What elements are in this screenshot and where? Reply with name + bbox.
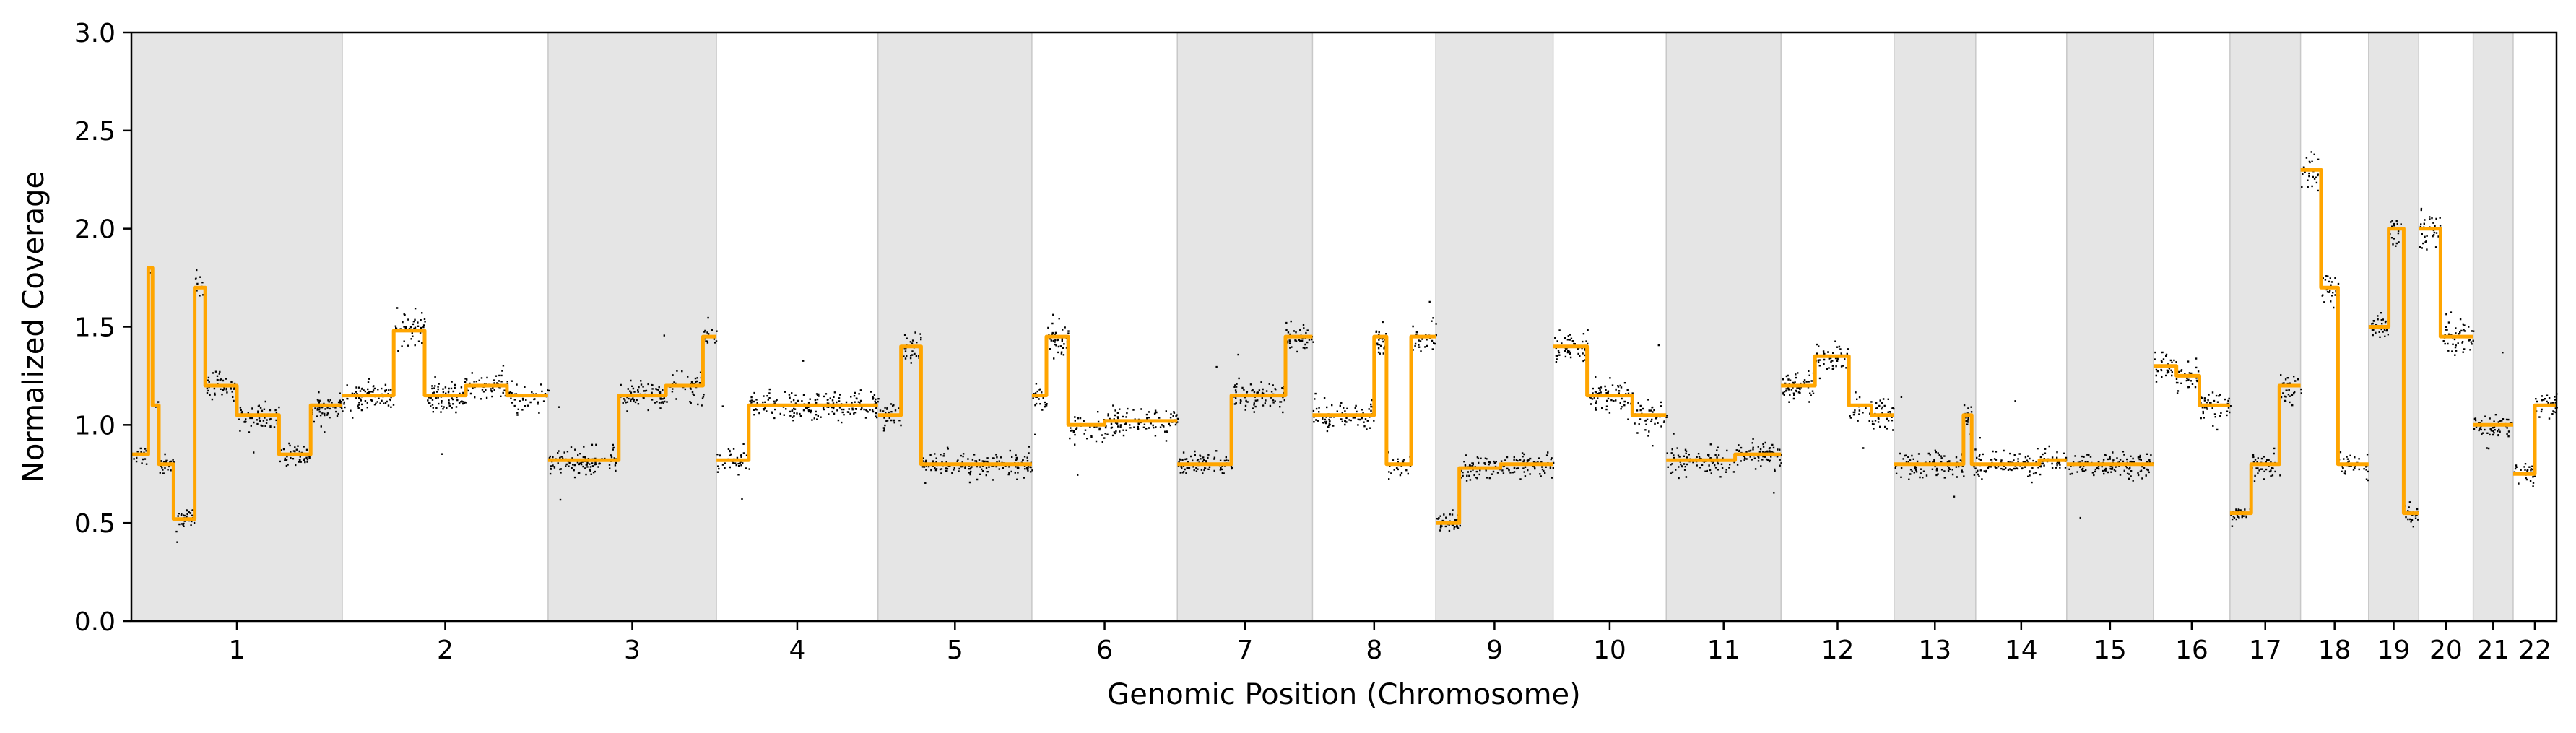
x-axis-ticks: 1 2 3 4 5 6 7 8 9 10 11 12 13 14 15 16 17 18 19 20 21 22 xyxy=(229,621,2551,665)
coverage-points-chr7 xyxy=(1177,320,1314,474)
coverage-points-chr20 xyxy=(2419,207,2475,356)
chromosome-band-11 xyxy=(1665,32,1782,622)
x-tick-label-chr12: 12 xyxy=(1821,636,1855,665)
chromosome-band-1 xyxy=(131,32,343,622)
chromosome-band-13 xyxy=(1894,32,1977,622)
coverage-points-chr9 xyxy=(1436,451,1555,532)
segment-line-chr18 xyxy=(2300,168,2369,467)
chromosome-band-3 xyxy=(547,32,717,622)
y-tick-label: 0.5 xyxy=(74,509,116,539)
chromosome-band-17 xyxy=(2229,32,2302,622)
segment-line-chr6 xyxy=(1031,334,1178,427)
segment-line-chr12 xyxy=(1781,354,1894,417)
x-tick-label-chr15: 15 xyxy=(2094,636,2127,665)
coverage-points-chr14 xyxy=(1975,400,2068,484)
coverage-points-chr16 xyxy=(2154,351,2232,431)
segment-line-chr2 xyxy=(342,329,548,398)
plot-frame xyxy=(130,31,2558,623)
coverage-points xyxy=(133,151,2558,543)
x-tick-label-chr5: 5 xyxy=(947,636,963,665)
segment-line-chr10 xyxy=(1553,344,1667,417)
segment-lines xyxy=(131,168,2557,525)
chromosome-band-9 xyxy=(1435,32,1554,622)
y-tick-label: 2.0 xyxy=(74,215,116,245)
coverage-points-chr18 xyxy=(2301,151,2369,482)
y-axis-label: Normalized Coverage xyxy=(17,171,51,482)
segment-line-chr17 xyxy=(2229,383,2301,516)
segment-line-chr19 xyxy=(2368,227,2419,516)
coverage-points-chr13 xyxy=(1894,396,1977,498)
y-tick-label: 0.0 xyxy=(74,607,116,637)
x-tick-label-chr3: 3 xyxy=(624,636,641,665)
chromosome-band-15 xyxy=(2066,32,2154,622)
chromosome-band-7 xyxy=(1176,32,1314,622)
x-tick-label-chr11: 11 xyxy=(1707,636,1740,665)
chromosome-band-5 xyxy=(877,32,1033,622)
x-tick-label-chr4: 4 xyxy=(789,636,805,665)
y-tick-label: 2.5 xyxy=(74,117,116,147)
segment-line-chr20 xyxy=(2419,227,2473,339)
segment-line-chr4 xyxy=(716,403,878,462)
coverage-points-chr2 xyxy=(343,307,550,455)
x-tick-label-chr13: 13 xyxy=(1918,636,1951,665)
segment-line-chr14 xyxy=(1975,458,2067,467)
x-tick-label-chr18: 18 xyxy=(2318,636,2351,665)
x-tick-label-chr21: 21 xyxy=(2476,636,2510,665)
segment-line-chr3 xyxy=(547,334,717,462)
coverage-points-chr5 xyxy=(879,331,1033,484)
segment-line-chr8 xyxy=(1312,334,1436,467)
x-tick-label-chr2: 2 xyxy=(437,636,454,665)
segment-line-chr22 xyxy=(2513,403,2557,476)
x-tick-label-chr16: 16 xyxy=(2175,636,2208,665)
y-axis-ticks: 0.0 0.5 1.0 1.5 2.0 2.5 3.0 xyxy=(74,19,131,637)
chromosome-shading xyxy=(131,32,2514,622)
x-tick-label-chr22: 22 xyxy=(2518,636,2551,665)
coverage-points-chr11 xyxy=(1666,433,1782,494)
x-tick-label-chr1: 1 xyxy=(229,636,246,665)
y-tick-label: 1.0 xyxy=(74,411,116,441)
x-tick-label-chr14: 14 xyxy=(2005,636,2038,665)
segment-line-chr7 xyxy=(1177,334,1313,467)
y-tick-label: 1.5 xyxy=(74,313,116,343)
x-tick-label-chr6: 6 xyxy=(1096,636,1113,665)
x-tick-label-chr8: 8 xyxy=(1366,636,1382,665)
segment-line-chr11 xyxy=(1666,452,1782,462)
x-tick-label-chr7: 7 xyxy=(1236,636,1253,665)
x-tick-label-chr17: 17 xyxy=(2249,636,2282,665)
segment-line-chr16 xyxy=(2153,364,2230,407)
segment-line-chr9 xyxy=(1436,462,1553,525)
x-tick-label-chr19: 19 xyxy=(2377,636,2411,665)
x-tick-label-chr10: 10 xyxy=(1593,636,1626,665)
coverage-points-chr4 xyxy=(716,360,880,500)
x-tick-label-chr20: 20 xyxy=(2429,636,2463,665)
segment-line-chr13 xyxy=(1894,413,1976,467)
x-tick-label-chr9: 9 xyxy=(1486,636,1503,665)
chromosome-band-21 xyxy=(2472,32,2514,622)
x-axis-label: Genomic Position (Chromosome) xyxy=(1107,678,1581,711)
segment-line-chr5 xyxy=(877,344,1032,467)
y-tick-label: 3.0 xyxy=(74,19,116,48)
segment-line-chr1 xyxy=(131,266,342,521)
coverage-points-chr22 xyxy=(2513,393,2558,487)
